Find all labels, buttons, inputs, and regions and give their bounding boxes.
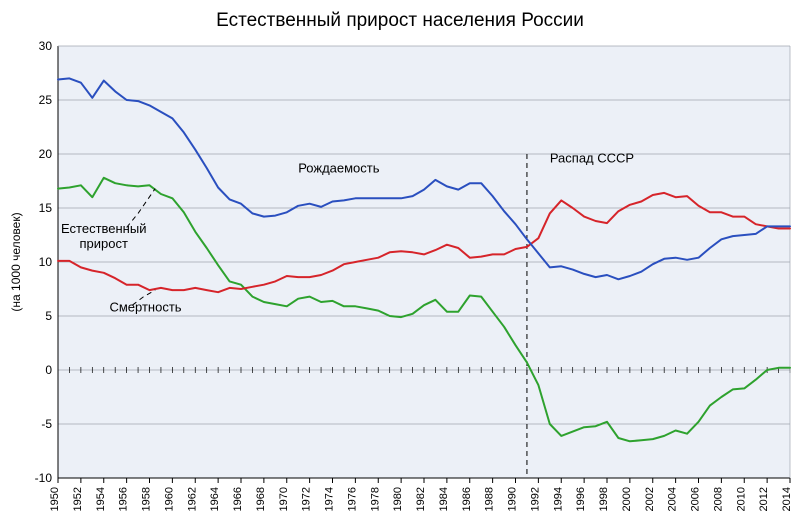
x-tick-label: 1958 bbox=[141, 487, 153, 511]
y-tick-label: 30 bbox=[39, 39, 53, 53]
x-tick-label: 2008 bbox=[712, 487, 724, 511]
x-tick-label: 1980 bbox=[392, 487, 404, 511]
x-tick-label: 1992 bbox=[529, 487, 541, 511]
x-tick-label: 2012 bbox=[758, 487, 770, 511]
y-tick-label: -5 bbox=[41, 417, 52, 431]
y-tick-label: -10 bbox=[35, 471, 53, 485]
y-tick-label: 5 bbox=[45, 309, 52, 323]
x-tick-label: 1952 bbox=[72, 487, 84, 511]
x-tick-label: 1962 bbox=[186, 487, 198, 511]
x-tick-label: 1960 bbox=[163, 487, 175, 511]
y-tick-label: 20 bbox=[39, 147, 53, 161]
x-tick-label: 1986 bbox=[461, 487, 473, 511]
y-tick-label: 0 bbox=[45, 363, 52, 377]
chart-title: Естественный прирост населения России bbox=[216, 10, 584, 31]
label-death-rate: Смертность bbox=[109, 300, 181, 315]
y-tick-label: 15 bbox=[39, 201, 53, 215]
x-tick-label: 1964 bbox=[209, 487, 221, 511]
label-ussr-collapse: Распад СССР bbox=[550, 151, 634, 166]
x-tick-label: 1954 bbox=[95, 487, 107, 511]
x-tick-label: 1994 bbox=[552, 487, 564, 511]
x-tick-label: 1988 bbox=[484, 487, 496, 511]
x-tick-label: 1950 bbox=[49, 487, 61, 511]
x-tick-label: 1956 bbox=[118, 487, 130, 511]
x-tick-label: 2010 bbox=[735, 487, 747, 511]
x-tick-label: 1972 bbox=[301, 487, 313, 511]
x-tick-label: 1970 bbox=[278, 487, 290, 511]
x-tick-label: 1982 bbox=[415, 487, 427, 511]
y-axis-label: (на 1000 человек) bbox=[9, 212, 23, 311]
line-chart: Естественный прирост населения России -10… bbox=[0, 0, 800, 523]
y-tick-label: 10 bbox=[39, 255, 53, 269]
x-tick-label: 1984 bbox=[438, 487, 450, 511]
x-tick-label: 2014 bbox=[781, 487, 793, 511]
x-tick-label: 1976 bbox=[346, 487, 358, 511]
x-tick-label: 1978 bbox=[369, 487, 381, 511]
x-tick-label: 2004 bbox=[667, 487, 679, 511]
x-tick-label: 2006 bbox=[690, 487, 702, 511]
x-tick-label: 1966 bbox=[232, 487, 244, 511]
x-tick-label: 1990 bbox=[507, 487, 519, 511]
x-tick-label: 1974 bbox=[324, 487, 336, 511]
x-tick-label: 1996 bbox=[575, 487, 587, 511]
label-birth-rate: Рождаемость bbox=[298, 160, 380, 175]
x-tick-label: 1968 bbox=[255, 487, 267, 511]
x-tick-label: 1998 bbox=[598, 487, 610, 511]
y-tick-label: 25 bbox=[39, 93, 53, 107]
x-tick-label: 2002 bbox=[644, 487, 656, 511]
x-tick-label: 2000 bbox=[621, 487, 633, 511]
